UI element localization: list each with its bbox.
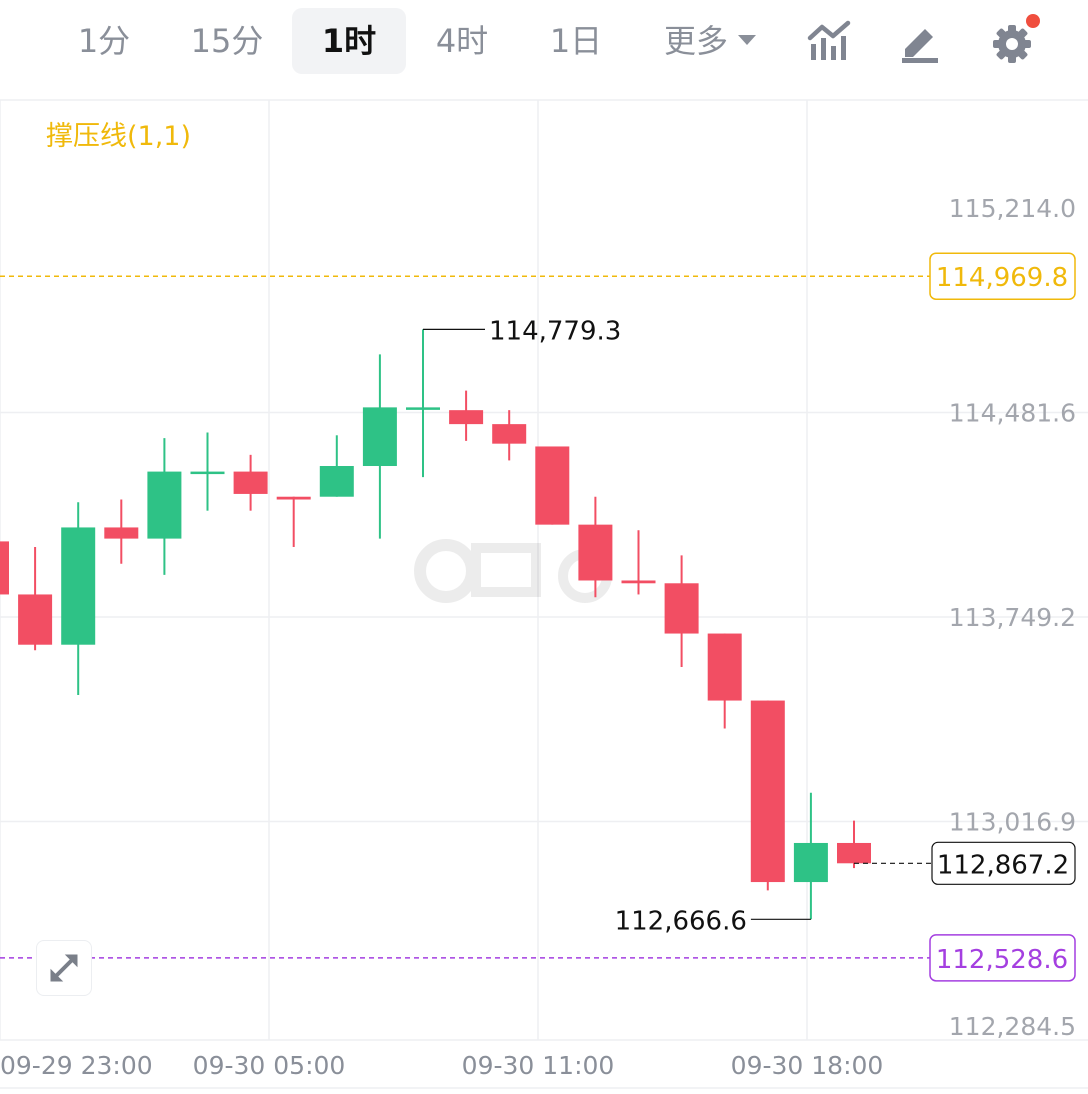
chart-type-icon [807, 20, 851, 60]
support-resistance-lines: 114,969.8 112,528.6 [0, 252, 1076, 982]
support-tag [929, 934, 1076, 982]
candle-body [190, 471, 225, 475]
chevron-down-icon [738, 35, 756, 45]
candle-body [707, 633, 742, 701]
candle-body [621, 580, 656, 584]
support-label: 112,528.6 [936, 945, 1068, 975]
high-price-label: 114,779.3 [489, 316, 621, 346]
x-tick-label: 09-29 23:00 [0, 1051, 153, 1080]
candle-body [104, 527, 139, 539]
resistance-label: 114,969.8 [936, 263, 1068, 293]
candle-body [449, 410, 484, 425]
candle-body [406, 407, 440, 410]
timeframe-toolbar: 1分 15分 1时 4时 1日 更多 [0, 0, 1088, 90]
candle-body [0, 541, 9, 595]
resistance-tag [929, 252, 1076, 300]
y-tick-label: 114,481.6 [949, 399, 1076, 428]
candle-body [147, 471, 182, 539]
candle-body [319, 466, 354, 497]
chart-type-button[interactable] [802, 14, 858, 70]
timeframe-1d[interactable]: 1日 [549, 22, 603, 60]
indicator-label[interactable]: 撑压线(1,1) [46, 121, 192, 152]
y-tick-label: 112,284.5 [949, 1012, 1076, 1041]
low-price-label: 112,666.6 [615, 906, 747, 936]
candle-body [61, 527, 96, 645]
candle-body [750, 700, 785, 883]
timeframe-15m[interactable]: 15分 [190, 22, 264, 60]
last-price-tag [931, 841, 1076, 885]
expand-icon [50, 954, 78, 982]
candle-body [578, 524, 613, 581]
candle-body [535, 446, 570, 525]
candle-body [18, 594, 53, 645]
candle-body [664, 583, 699, 634]
settings-gear-icon [993, 25, 1031, 63]
last-price-label: 112,867.2 [937, 850, 1069, 880]
x-tick-label: 09-30 18:00 [731, 1051, 884, 1080]
settings-button[interactable] [986, 14, 1042, 70]
candle-body [837, 842, 871, 864]
y-tick-label: 113,749.2 [949, 603, 1076, 632]
more-label: 更多 [663, 22, 728, 60]
x-tick-label: 09-30 11:00 [462, 1051, 615, 1080]
draw-pencil-icon [902, 29, 938, 63]
price-labels: 114,779.3 112,666.6 112,867.2 [423, 316, 1076, 936]
notification-dot [1026, 14, 1040, 28]
x-tick-label: 09-30 05:00 [193, 1051, 346, 1080]
axes-labels: 115,214.0 114,481.6 113,749.2 113,016.9 112,… [0, 194, 1076, 1080]
candle-body [793, 842, 828, 883]
more-timeframes-dropdown[interactable]: 更多 [650, 8, 770, 74]
candle-body [233, 471, 268, 494]
chart-grid [0, 99, 1088, 1089]
fullscreen-button[interactable] [36, 940, 92, 996]
y-tick-label: 115,214.0 [949, 194, 1076, 223]
timeframe-4h[interactable]: 4时 [435, 22, 489, 60]
y-tick-label: 113,016.9 [949, 807, 1076, 836]
candle-body [276, 496, 311, 500]
candles-layer [0, 329, 871, 920]
timeframe-1m[interactable]: 1分 [77, 22, 131, 60]
candle-body [362, 407, 397, 467]
candle-body [492, 424, 527, 444]
drawing-tools-button[interactable] [892, 14, 948, 70]
timeframe-1h[interactable]: 1时 [292, 8, 406, 74]
